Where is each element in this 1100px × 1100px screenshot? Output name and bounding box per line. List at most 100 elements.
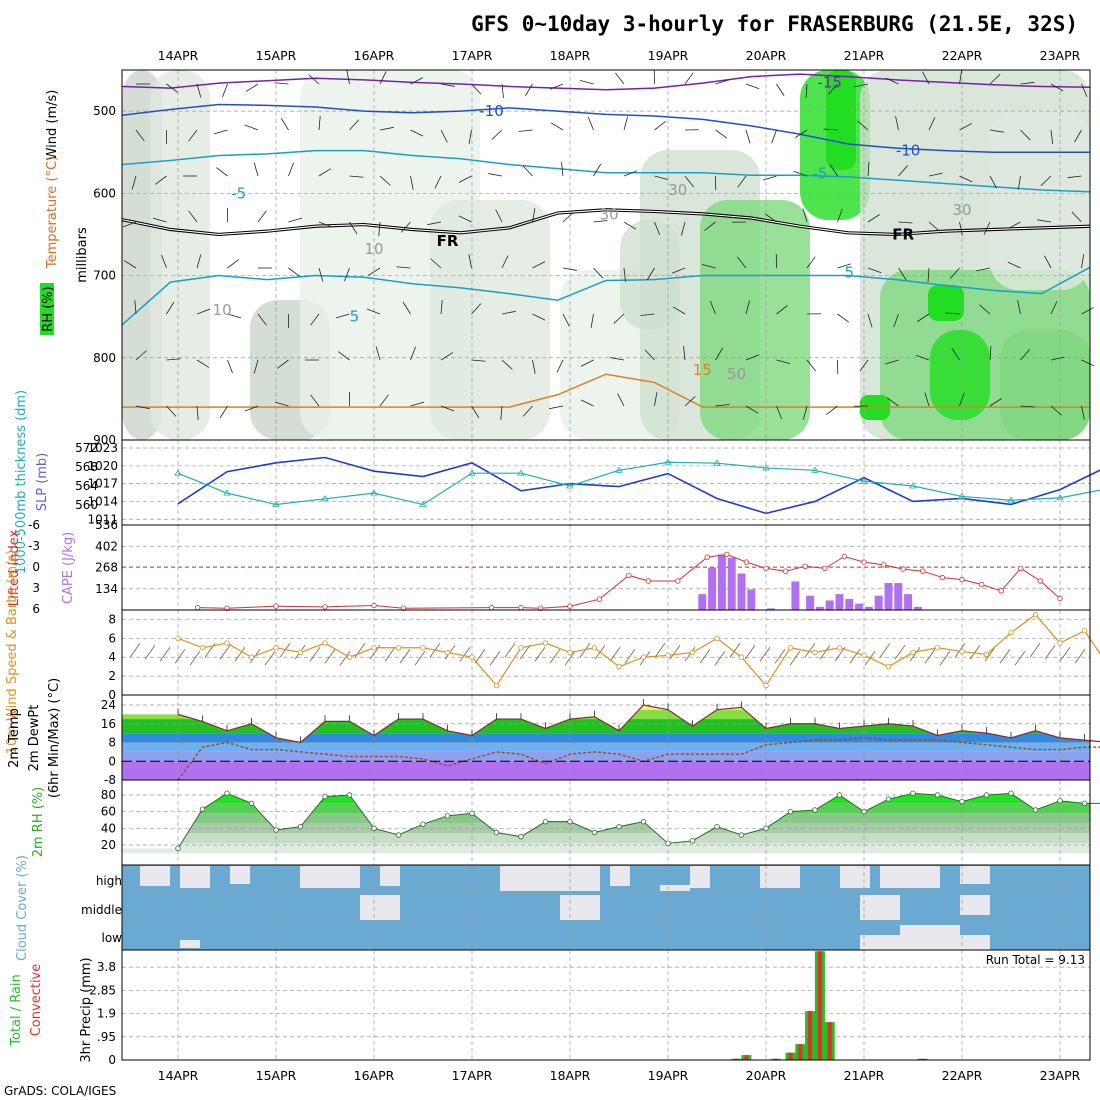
wind-barb [654,121,666,131]
cape-bar [708,567,717,610]
wind-barb [776,305,788,315]
wind-barb [166,358,181,361]
wind-barb [805,83,808,98]
wind10-barb [489,650,501,666]
date-top-label: 20APR [746,48,787,63]
wind-barb [886,397,899,407]
thickness-marker [615,466,623,473]
wind-barb [1081,405,1085,420]
wind-barb [458,215,472,223]
cloud-patch [960,866,990,884]
wind10-marker [665,652,671,659]
isotherm [122,373,1090,408]
wind-barb [410,175,414,190]
legend-2m-temp: 2m Temp [7,708,22,768]
wind-barb [927,267,930,282]
wind10-barb [849,648,861,664]
wind-barb [522,165,533,177]
wind10-barb [129,642,141,658]
rh-shade [700,200,810,440]
li-marker [1018,565,1024,572]
wind10-marker [1057,640,1063,646]
li-ytick: -3 [28,539,40,553]
precip-conv-bar [773,1058,778,1060]
li-marker [959,576,965,583]
wind-barb [1050,83,1064,92]
contour-label: -5 [231,184,246,202]
rh-ytick: 20 [101,838,116,852]
rh-marker [959,798,965,805]
wind10-barb [174,648,186,664]
cloud-patch [880,866,940,888]
precip-conv-bar [808,1011,813,1060]
wind-barb [867,313,873,328]
date-top-label: 19APR [648,48,689,63]
date-top-label: 21APR [844,48,885,63]
thick-ytick: 572 [75,441,98,455]
wind-barb [959,221,963,236]
rh-marker [885,796,892,802]
wind-barb [222,83,228,98]
wind-barb [1037,219,1052,223]
wind-barb [244,405,259,412]
wind10-barb [384,646,396,662]
wind-barb [430,258,442,269]
li-ytick: 0 [32,560,40,574]
wind-barb [532,359,536,374]
cloud-patch [840,866,870,888]
rh-marker [518,833,524,840]
wind10-marker [469,654,475,660]
wind10-barb [549,648,561,664]
li-marker [880,562,887,568]
slp-ytick: 1020 [87,459,118,473]
legend-precip: 3hr Precip (mm) [79,957,94,1062]
rh-shade [930,330,990,420]
wind-barb [671,267,686,274]
wind-barb [950,267,960,279]
precip-conv-bar [744,1055,749,1060]
wind-barb [501,255,509,269]
thickness-line [177,461,1100,506]
wind-barb [1081,359,1095,367]
thickness-marker [517,469,525,476]
wind-barb [522,405,533,417]
thick-ytick: 568 [75,460,98,474]
wind-barb [715,79,730,85]
wind-barb [709,300,716,315]
rh-mask [122,780,1100,849]
wind-barb [318,168,332,177]
legend-wind: Wind (m/s) [45,90,60,161]
run-total-label: Run Total = 9.13 [986,953,1085,967]
rh-marker [346,792,353,798]
wind-barb [379,71,387,85]
date-top-label: 17APR [452,48,493,63]
rh-shade [826,70,856,170]
wind-barb [440,129,448,143]
wind-barb [219,405,228,419]
wind10-marker [738,654,745,660]
wind-barb [1020,81,1035,85]
upper-ytick: 700 [93,269,116,283]
wind-barb [427,221,442,226]
li-marker [537,605,544,611]
wind-barb [684,72,694,85]
wind10-marker [224,640,230,646]
wind-barb [562,267,577,271]
wind10-marker [763,682,769,689]
wind-barb [654,175,669,181]
date-top-label: 23APR [1040,48,1081,63]
wind10-barb [699,648,711,664]
rh-marker [567,818,573,825]
thickness-marker [419,500,427,507]
wind-barb [587,116,594,131]
wind-barb [979,304,991,315]
wind-barb [288,162,294,177]
temp-band [122,733,1090,743]
wind10-barb [414,650,426,666]
li-marker [1057,595,1063,602]
cape-bar [766,608,775,610]
wind-barb [379,126,394,131]
rh-marker [812,807,818,813]
cape-bar [845,598,854,610]
li-marker [900,566,906,572]
